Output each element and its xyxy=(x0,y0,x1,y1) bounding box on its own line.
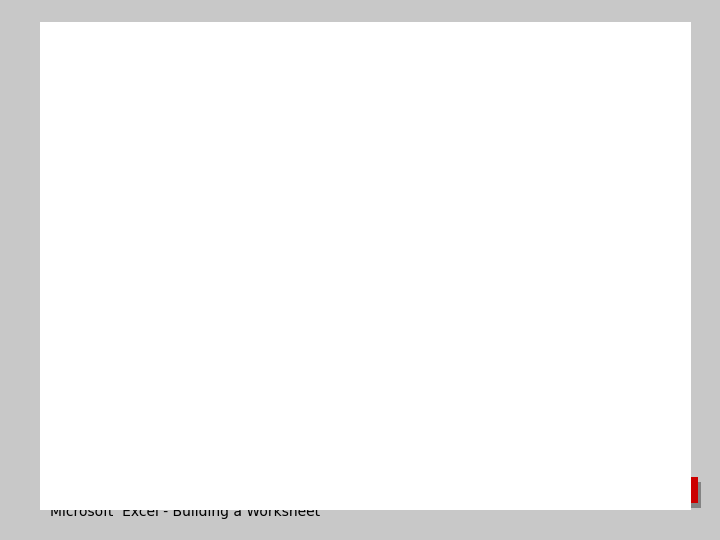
Bar xyxy=(639,477,665,503)
Bar xyxy=(644,168,670,194)
Text: an additional row and an additional column.: an additional row and an additional colu… xyxy=(50,207,478,225)
Bar xyxy=(648,233,674,259)
Text: Microsoft  Excel - Building a Worksheet: Microsoft Excel - Building a Worksheet xyxy=(50,505,320,519)
Bar xyxy=(542,477,568,503)
Bar xyxy=(643,482,669,508)
Text: - Click the: - Click the xyxy=(50,239,160,258)
Bar xyxy=(644,350,670,376)
Text: as =SUN(B3:B5) in the Formula bar.: as =SUN(B3:B5) in the Formula bar. xyxy=(50,429,406,448)
Bar xyxy=(648,173,674,199)
Bar xyxy=(546,482,572,508)
Bar xyxy=(644,320,670,346)
Bar xyxy=(675,482,701,508)
Bar xyxy=(648,294,674,320)
Bar xyxy=(644,199,670,225)
Bar xyxy=(648,354,674,380)
Bar xyxy=(607,477,633,503)
Text: Calculating a Sum (3): Calculating a Sum (3) xyxy=(192,43,528,71)
Bar xyxy=(445,477,471,503)
Text: it is calculated.: it is calculated. xyxy=(50,356,227,375)
Text: * To Sum the Columns and Rows Using AutoSum Button: * To Sum the Columns and Rows Using Auto… xyxy=(50,133,636,153)
Bar xyxy=(510,477,536,503)
Bar xyxy=(672,477,698,503)
Bar xyxy=(477,477,503,503)
Text: * To Sum using SUM function: * To Sum using SUM function xyxy=(50,282,355,301)
Bar xyxy=(611,482,636,508)
Bar xyxy=(513,482,539,508)
Bar xyxy=(644,289,670,315)
Bar xyxy=(575,477,600,503)
Text: - Select the range, which include the numbers to sum plus: - Select the range, which include the nu… xyxy=(50,177,578,195)
Bar xyxy=(648,324,674,350)
Bar xyxy=(644,259,670,285)
Bar xyxy=(644,229,670,255)
Bar xyxy=(578,482,604,508)
Bar xyxy=(449,482,474,508)
Bar xyxy=(648,203,674,229)
Bar xyxy=(648,264,674,289)
Text: - Enter the SUN function in cell (B6) through the keyboard: - Enter the SUN function in cell (B6) th… xyxy=(50,400,573,418)
Bar xyxy=(481,482,507,508)
Text: - Select the cell (B6), in which the sum will be stored after: - Select the cell (B6), in which the sum… xyxy=(50,327,575,345)
